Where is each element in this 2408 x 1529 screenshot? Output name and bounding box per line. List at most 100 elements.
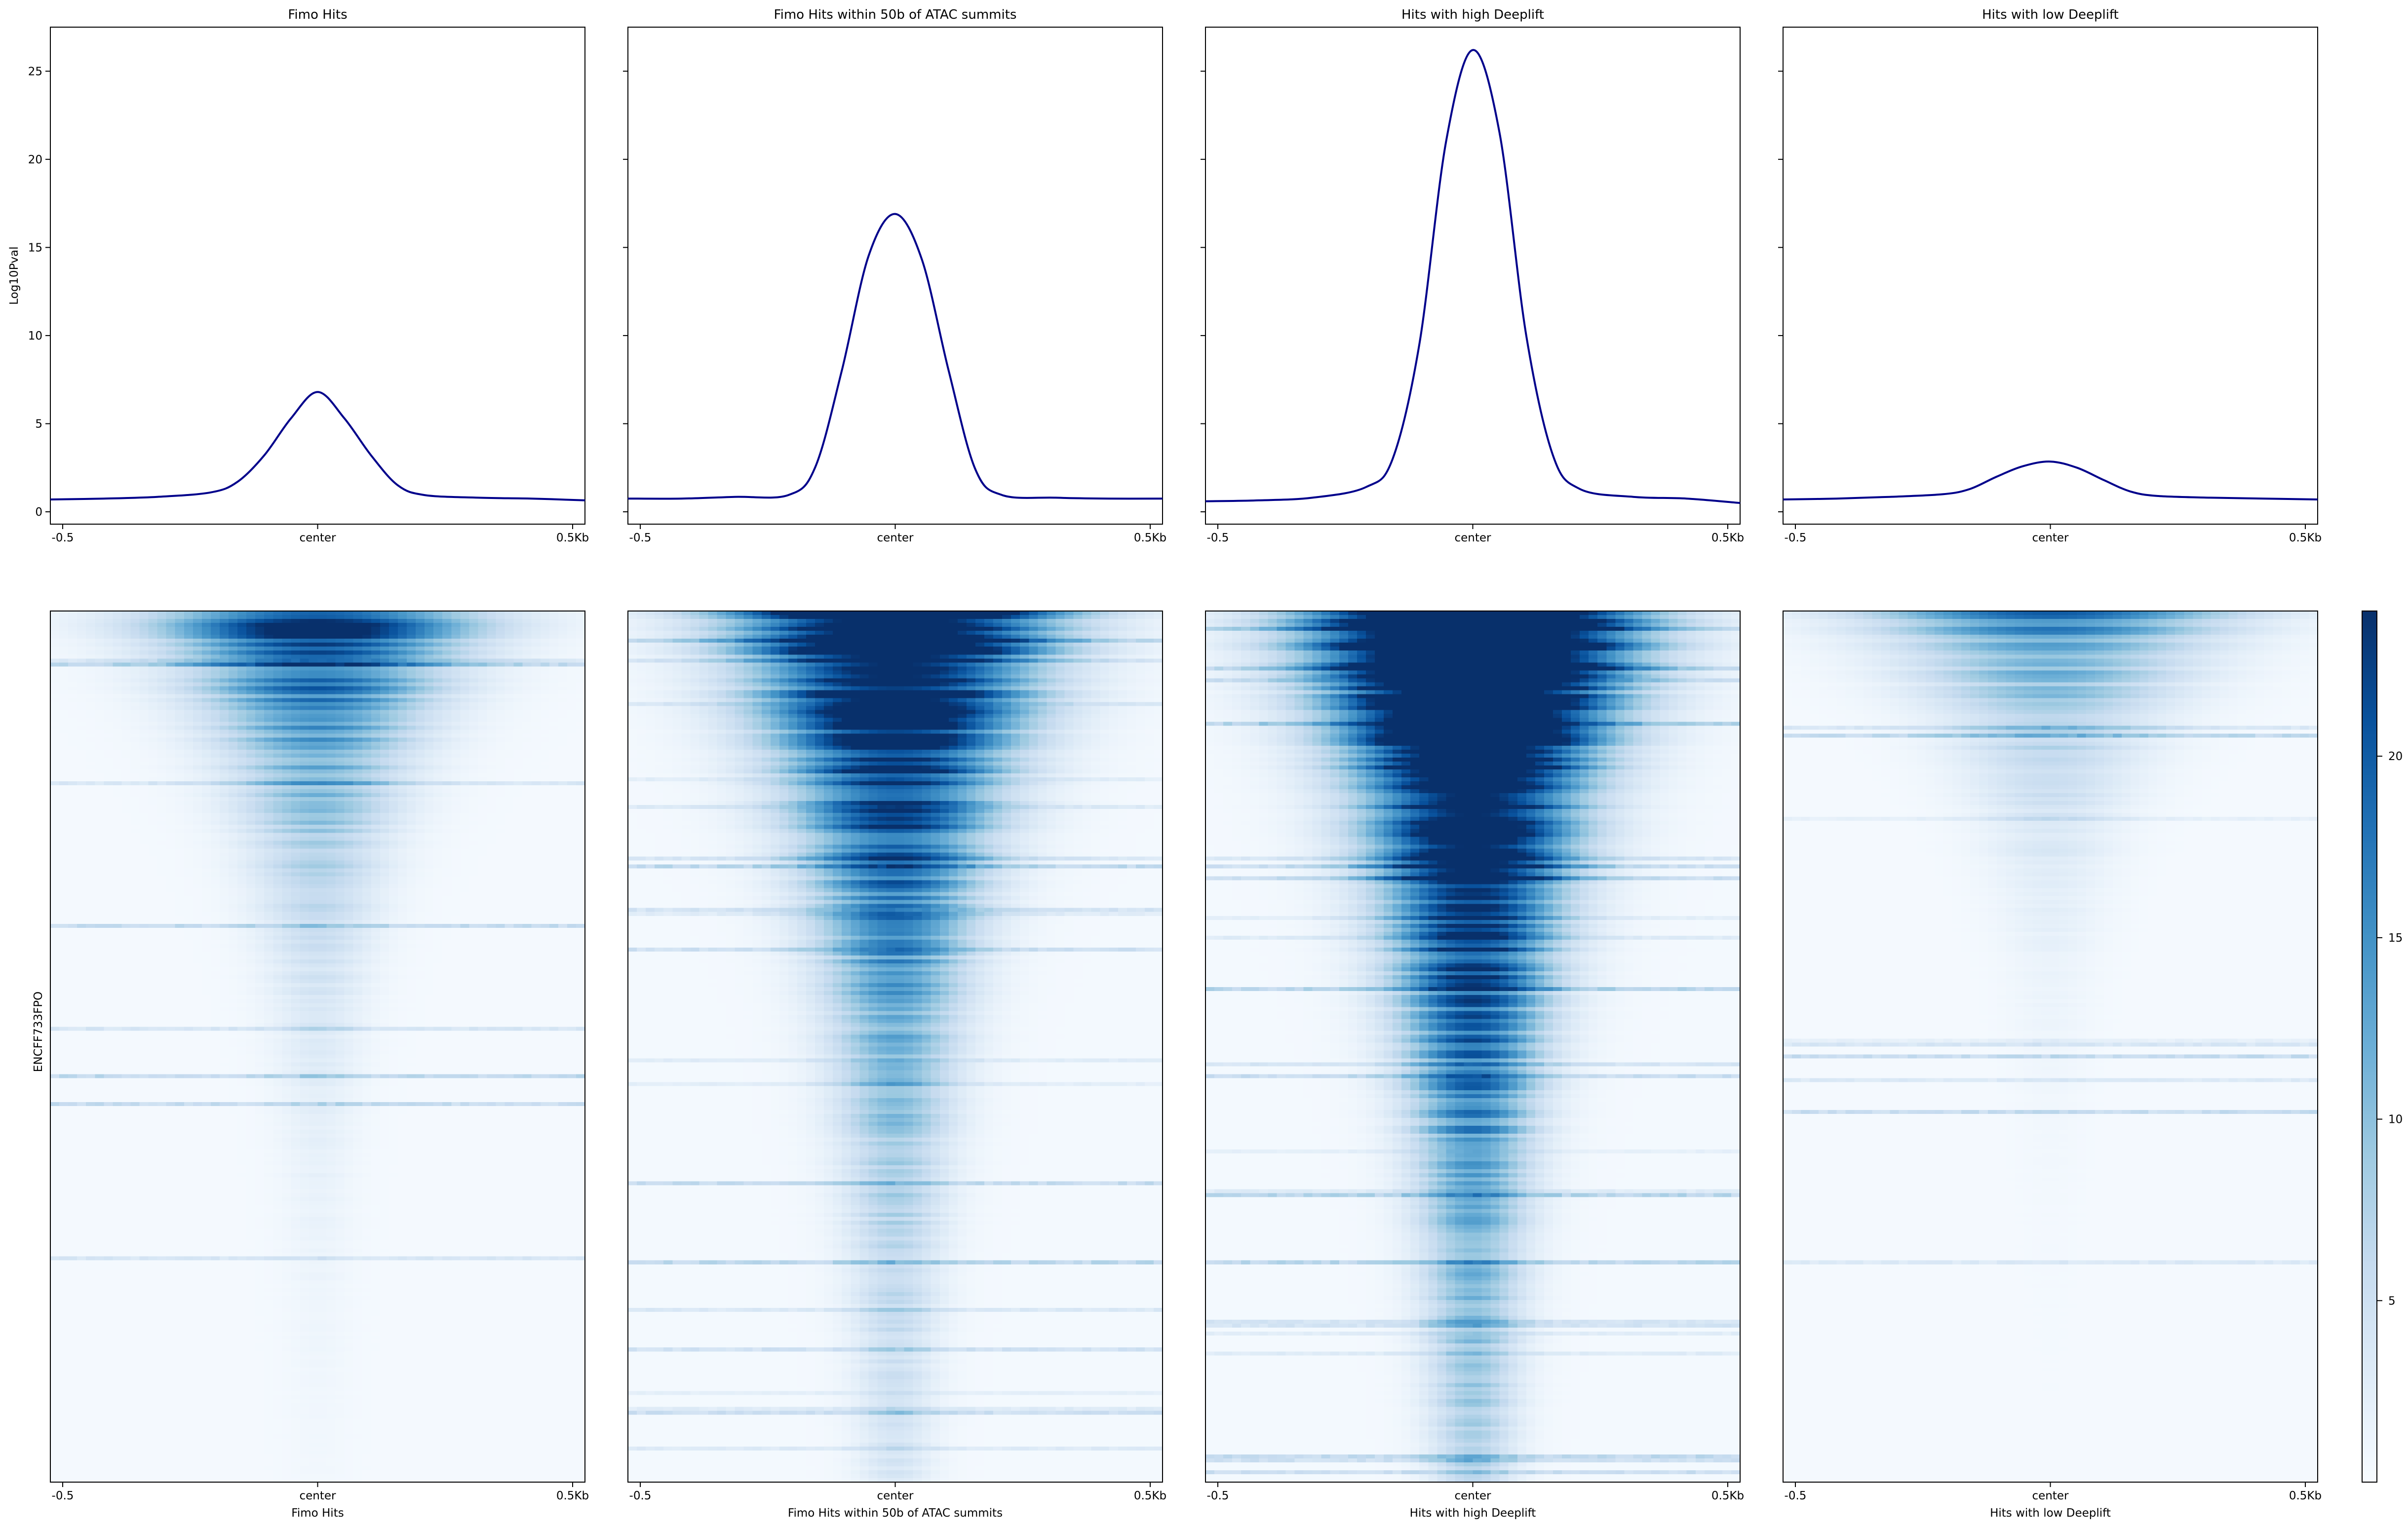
heatmap-cell xyxy=(113,635,122,639)
heatmap-cell xyxy=(309,706,318,711)
heatmap-cell xyxy=(433,682,443,687)
heatmap-cell xyxy=(567,694,577,698)
heatmap-cell xyxy=(371,650,381,655)
heatmap-cell xyxy=(309,742,318,746)
heatmap-cell xyxy=(202,690,211,694)
heatmap-cell xyxy=(398,635,407,639)
heatmap-cell xyxy=(362,619,372,623)
heatmap-cell xyxy=(541,666,550,671)
heatmap-cell xyxy=(282,662,291,667)
heatmap-cell xyxy=(380,746,389,750)
heatmap-cell xyxy=(505,710,514,715)
heatmap-cell xyxy=(309,698,318,703)
heatmap-cell xyxy=(255,631,265,635)
heatmap-cell xyxy=(273,623,282,627)
heatmap-cell xyxy=(104,662,113,667)
profile-title: Hits with low Deeplift xyxy=(1982,7,2119,22)
heatmap-cell xyxy=(345,750,354,754)
heatmap-cell xyxy=(514,615,523,619)
heatmap-cell xyxy=(166,662,176,667)
heatmap-cell xyxy=(362,682,372,687)
heatmap-cell xyxy=(202,730,211,734)
heatmap-cell xyxy=(282,654,291,659)
heatmap-cell xyxy=(229,662,238,667)
heatmap-cell xyxy=(220,718,229,723)
heatmap-cell xyxy=(523,639,532,643)
heatmap-cell xyxy=(549,742,559,746)
heatmap-cell xyxy=(407,706,416,711)
heatmap-cell xyxy=(264,738,273,742)
heatmap-cell xyxy=(576,639,585,643)
heatmap-cell xyxy=(166,627,176,631)
heatmap-cell xyxy=(353,670,363,675)
heatmap-cell xyxy=(273,730,282,734)
heatmap-cell xyxy=(166,666,176,671)
profile-y-axis-label: Log10Pval xyxy=(8,246,21,305)
heatmap-cell xyxy=(130,710,140,715)
heatmap-cell xyxy=(460,635,469,639)
heatmap-cell xyxy=(549,682,559,687)
heatmap-cell xyxy=(68,730,78,734)
heatmap-cell xyxy=(282,702,291,707)
heatmap-cell xyxy=(59,631,69,635)
heatmap-cell xyxy=(309,666,318,671)
heatmap-cell xyxy=(532,666,541,671)
heatmap-cell xyxy=(389,746,398,750)
heatmap-cell xyxy=(113,734,122,738)
heatmap-cell xyxy=(318,615,327,619)
heatmap-cell xyxy=(50,670,60,675)
heatmap-cell xyxy=(291,718,300,723)
heatmap-cell xyxy=(255,750,265,754)
heatmap-cell xyxy=(558,643,568,647)
heatmap-cell xyxy=(514,654,523,659)
heatmap-cell xyxy=(371,698,381,703)
heatmap-cell xyxy=(398,662,407,667)
heatmap-cell xyxy=(202,750,211,754)
heatmap-cell xyxy=(149,746,158,750)
heatmap-cell xyxy=(380,682,389,687)
heatmap-cell xyxy=(389,611,398,615)
heatmap-cell xyxy=(433,742,443,746)
heatmap-cell xyxy=(130,619,140,623)
heatmap-cell xyxy=(282,734,291,738)
heatmap-cell xyxy=(523,726,532,730)
heatmap-cell xyxy=(166,631,176,635)
heatmap-cell xyxy=(309,643,318,647)
heatmap-cell xyxy=(282,615,291,619)
heatmap-cell xyxy=(380,706,389,711)
heatmap-cell xyxy=(273,726,282,730)
heatmap-cell xyxy=(95,662,104,667)
heatmap-cell xyxy=(255,742,265,746)
heatmap-cell xyxy=(523,643,532,647)
heatmap-cell xyxy=(149,666,158,671)
heatmap-cell xyxy=(345,619,354,623)
heatmap-cell xyxy=(86,631,95,635)
heatmap-cell xyxy=(496,631,505,635)
heatmap-cell xyxy=(59,639,69,643)
heatmap-cell xyxy=(362,726,372,730)
heatmap-cell xyxy=(327,658,336,663)
heatmap-cell xyxy=(380,690,389,694)
heatmap-cell xyxy=(442,619,452,623)
heatmap-cell xyxy=(318,611,327,615)
heatmap-cell xyxy=(451,754,461,758)
heatmap-cell xyxy=(442,658,452,663)
heatmap-cell xyxy=(514,650,523,655)
heatmap-cell xyxy=(95,619,104,623)
heatmap-cell xyxy=(157,734,167,738)
heatmap-cell xyxy=(318,670,327,675)
heatmap-cell xyxy=(389,662,398,667)
heatmap-cell xyxy=(460,714,469,719)
heatmap-cell xyxy=(496,754,505,758)
heatmap-cell xyxy=(514,674,523,679)
heatmap-cell xyxy=(496,746,505,750)
heatmap-cell xyxy=(469,619,478,623)
heatmap-cell xyxy=(300,742,309,746)
heatmap-cell xyxy=(291,658,300,663)
heatmap-cell xyxy=(362,654,372,659)
heatmap-cell xyxy=(130,730,140,734)
heatmap-cell xyxy=(229,647,238,651)
heatmap-cell xyxy=(77,674,86,679)
heatmap-cell xyxy=(59,714,69,719)
